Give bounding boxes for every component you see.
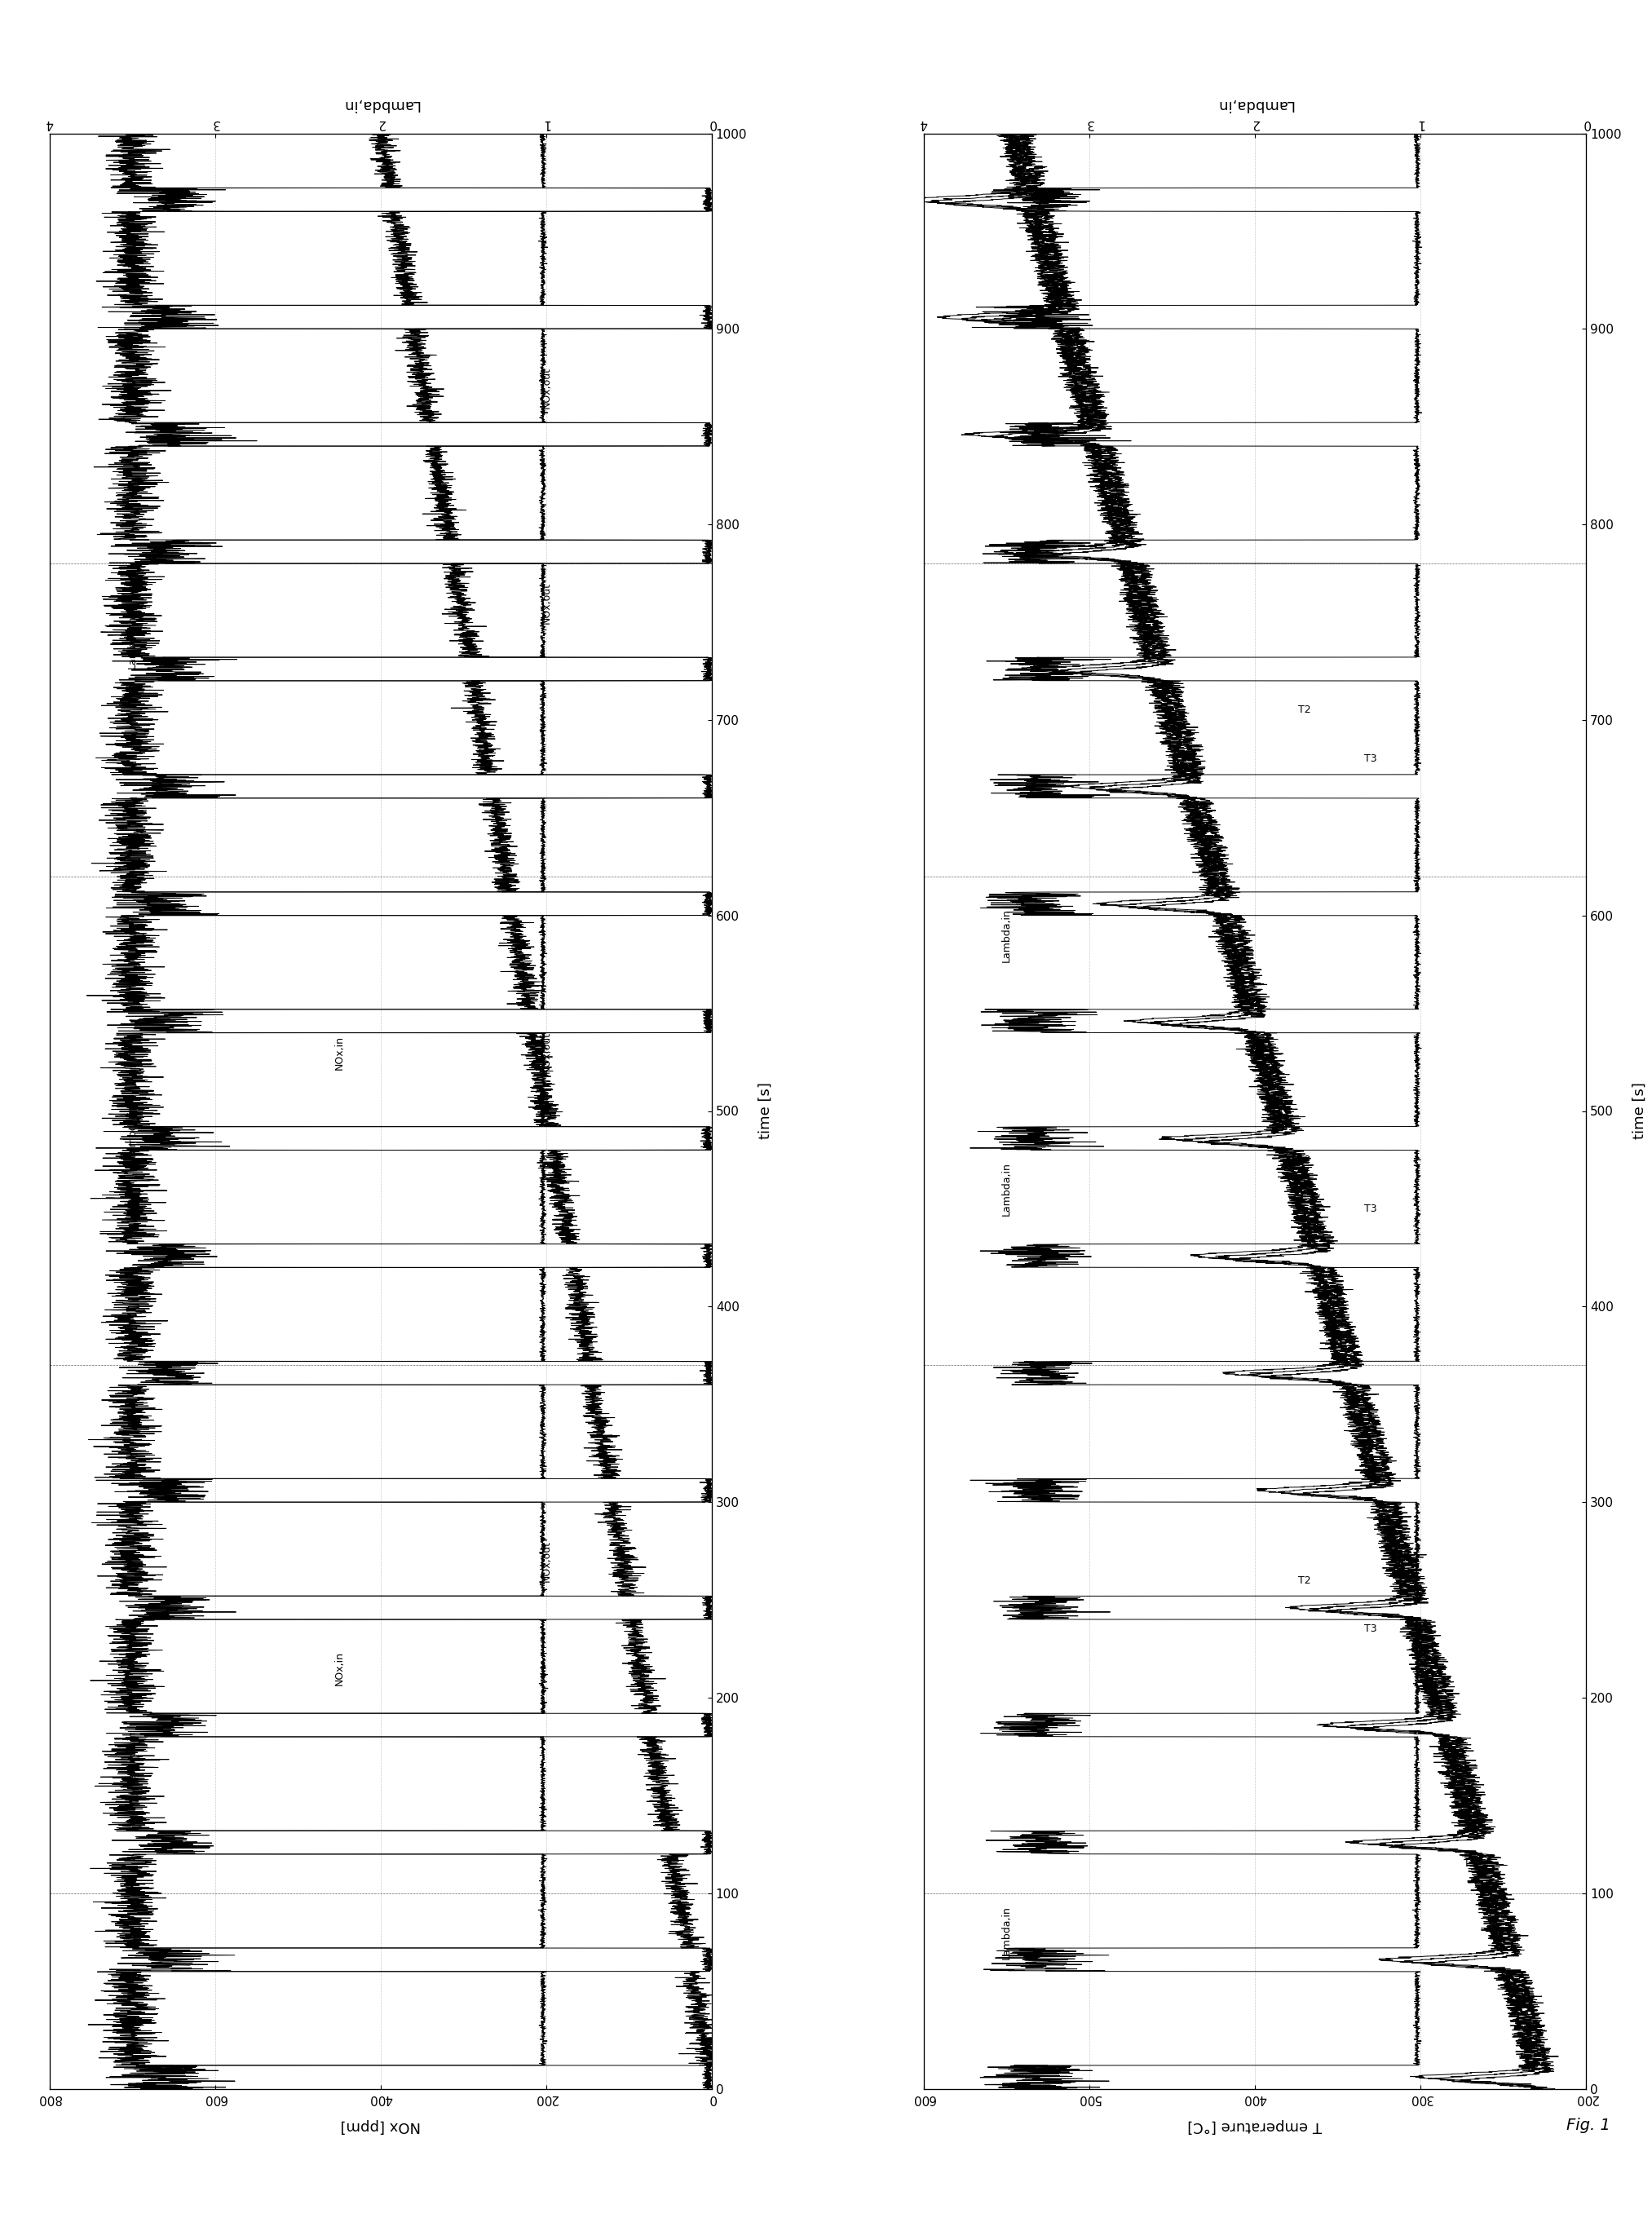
X-axis label: T emperature [°C]: T emperature [°C] <box>1188 2118 1322 2133</box>
Text: Lambda,in: Lambda,in <box>127 1104 137 1158</box>
Text: NOx,out: NOx,out <box>540 1031 552 1073</box>
Text: Lambda,in: Lambda,in <box>1001 1906 1011 1960</box>
Text: Lambda,in: Lambda,in <box>127 1729 137 1782</box>
X-axis label: Lambda,in: Lambda,in <box>1216 96 1294 111</box>
Text: T1: T1 <box>1464 1858 1477 1869</box>
Text: Lambda,in: Lambda,in <box>1001 909 1011 962</box>
Text: Lambda,in: Lambda,in <box>1001 1162 1011 1215</box>
Text: NOx,in: NOx,in <box>334 1035 345 1069</box>
Text: NOx,out: NOx,out <box>540 367 552 409</box>
Text: T3: T3 <box>1365 1204 1378 1213</box>
Text: T3: T3 <box>1365 1624 1378 1635</box>
Text: NOx,out: NOx,out <box>540 1540 552 1582</box>
Text: T2: T2 <box>1298 1575 1310 1587</box>
Text: NOx,out: NOx,out <box>540 582 552 624</box>
Y-axis label: time [s]: time [s] <box>1632 1082 1647 1140</box>
Text: Fig. 1: Fig. 1 <box>1566 2118 1611 2133</box>
Y-axis label: time [s]: time [s] <box>758 1082 773 1140</box>
Text: T2: T2 <box>1298 1155 1310 1164</box>
Text: NOx,in: NOx,in <box>334 1651 345 1686</box>
Text: T3: T3 <box>1365 753 1378 764</box>
X-axis label: Lambda,in: Lambda,in <box>342 96 420 111</box>
X-axis label: NOx [ppm]: NOx [ppm] <box>340 2118 421 2133</box>
Text: Lambda,in: Lambda,in <box>127 615 137 669</box>
Text: T2: T2 <box>1298 704 1310 715</box>
